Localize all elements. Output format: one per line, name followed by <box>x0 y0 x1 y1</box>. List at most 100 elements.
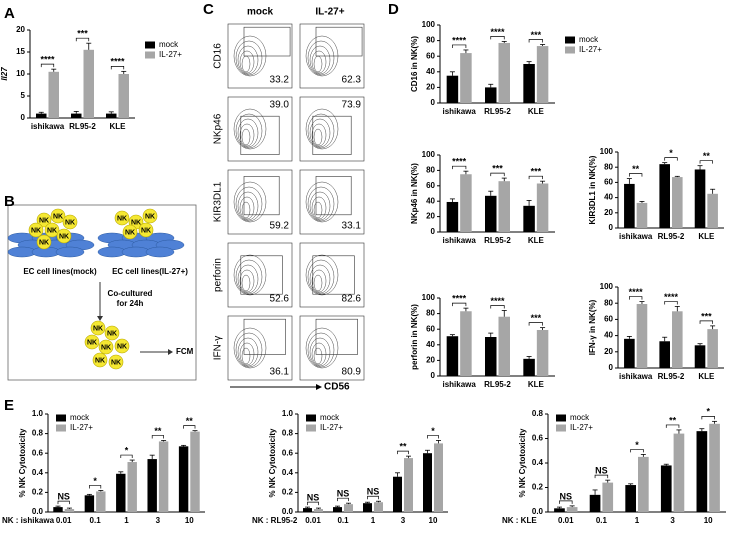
contour <box>241 274 251 292</box>
x-tick-label: ishikawa <box>31 122 65 131</box>
legend-label: mock <box>70 413 90 422</box>
diagram-step: for 24h <box>117 299 144 308</box>
x-axis-label: NK : ishikawa <box>2 516 55 525</box>
y-tick-label: 0 <box>431 98 436 107</box>
y-tick-label: 1.0 <box>282 409 294 418</box>
bar <box>460 311 472 376</box>
significance: *** <box>77 29 88 39</box>
x-tick-label: KLE <box>528 236 545 245</box>
flow-plot <box>299 242 365 308</box>
x-tick-label: 10 <box>429 516 438 525</box>
bar <box>672 311 683 368</box>
nk-label: NK <box>145 213 155 220</box>
legend-swatch <box>56 424 66 432</box>
y-tick-label: 0.2 <box>32 488 44 497</box>
legend-label: IL-27+ <box>579 45 602 54</box>
nk-label: NK <box>65 219 75 226</box>
contour <box>239 50 255 74</box>
sig-bracket <box>75 37 90 42</box>
bar <box>460 174 472 232</box>
gate <box>312 255 355 295</box>
nk-label: NK <box>87 339 97 346</box>
legend-label: IL-27+ <box>159 50 182 59</box>
significance: **** <box>490 27 505 37</box>
significance: *** <box>531 167 542 177</box>
y-tick-label: 100 <box>600 147 614 156</box>
bar <box>314 509 323 512</box>
sig-bracket <box>40 63 55 68</box>
bar <box>106 113 117 118</box>
contour <box>307 40 335 76</box>
contour <box>237 118 259 148</box>
significance: * <box>706 407 710 417</box>
contour <box>239 196 255 220</box>
contour <box>313 55 323 73</box>
legend-swatch <box>556 414 566 422</box>
significance: **** <box>452 157 467 167</box>
flow-plot <box>299 23 365 89</box>
gate <box>315 26 363 57</box>
significance: NS <box>337 489 350 499</box>
y-axis-label: CD16 in NK(%) <box>410 36 419 92</box>
panel-label: D <box>388 1 399 18</box>
sig-bracket <box>367 495 379 500</box>
legend-label: mock <box>579 35 599 44</box>
y-tick-label: 20 <box>16 25 25 34</box>
contour <box>313 274 323 292</box>
bar <box>673 433 685 512</box>
sig-bracket <box>89 485 102 489</box>
y-tick-label: 100 <box>422 20 436 29</box>
sig-bracket <box>427 435 439 439</box>
bar <box>636 202 648 228</box>
y-tick-label: 40 <box>604 331 613 340</box>
bar <box>303 508 312 512</box>
y-tick-label: 1.0 <box>32 409 44 418</box>
legend-swatch <box>565 36 575 44</box>
y-tick-label: 80 <box>426 309 435 318</box>
significance: NS <box>307 492 320 502</box>
legend-swatch <box>306 424 316 432</box>
x-tick-label: 3 <box>156 516 161 525</box>
sig-bracket <box>665 424 680 428</box>
legend-label: mock <box>320 413 340 422</box>
nk-label: NK <box>53 213 63 220</box>
contour <box>305 327 339 369</box>
bar <box>707 193 718 228</box>
x-tick-label: RL95-2 <box>484 107 511 116</box>
bar <box>190 431 200 512</box>
significance: * <box>93 476 97 486</box>
bar <box>696 431 708 512</box>
nk-cell <box>114 338 130 354</box>
y-axis-label: % NK Cytotoxicity <box>268 428 277 497</box>
flow-plot <box>227 315 293 381</box>
y-tick-label: 0.4 <box>32 468 44 477</box>
nk-cell <box>62 214 78 230</box>
nk-label: NK <box>47 227 57 234</box>
nk-label: NK <box>131 219 141 226</box>
x-tick-label: 0.1 <box>596 516 608 525</box>
bar <box>460 53 472 103</box>
bar <box>333 507 342 512</box>
x-tick-label: 0.1 <box>90 516 102 525</box>
y-axis-label: Il27 <box>0 67 9 81</box>
nk-label: NK <box>39 239 49 246</box>
legend-label: IL-27+ <box>70 423 93 432</box>
bar <box>624 183 635 228</box>
x-tick-label: 10 <box>185 516 194 525</box>
gate-percent: 59.2 <box>270 221 290 232</box>
contour <box>241 347 251 365</box>
sig-bracket <box>699 160 713 164</box>
row-label: CD16 <box>213 43 224 69</box>
sig-bracket <box>664 301 678 305</box>
significance: **** <box>664 292 679 302</box>
y-tick-label: 15 <box>16 47 25 56</box>
gate <box>312 115 352 155</box>
bar <box>423 453 432 512</box>
sig-bracket <box>151 435 164 439</box>
sig-bracket <box>528 39 543 43</box>
bar <box>48 71 59 118</box>
bar <box>707 329 718 368</box>
row-label: NKp46 <box>213 113 224 144</box>
nk-cell <box>36 234 52 250</box>
bar <box>158 441 169 512</box>
